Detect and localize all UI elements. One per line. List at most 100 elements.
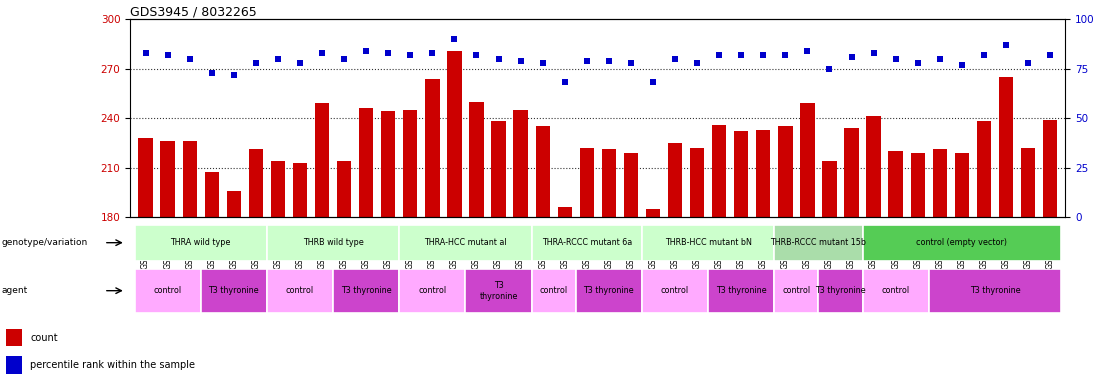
Bar — [929, 269, 1061, 313]
Bar — [863, 225, 1061, 261]
Point — [313, 50, 331, 56]
Point — [710, 52, 728, 58]
Text: percentile rank within the sample: percentile rank within the sample — [31, 360, 195, 370]
Bar — [954, 153, 968, 384]
Bar — [932, 149, 946, 384]
Point — [335, 56, 353, 62]
Point — [137, 50, 154, 56]
Bar — [580, 148, 593, 384]
Point — [666, 56, 684, 62]
Point — [843, 54, 860, 60]
Text: control: control — [286, 286, 314, 295]
Bar — [135, 225, 267, 261]
Point — [512, 58, 529, 64]
Bar — [399, 225, 532, 261]
Bar — [161, 141, 174, 384]
Bar — [532, 269, 576, 313]
Text: control: control — [661, 286, 689, 295]
Point — [754, 52, 772, 58]
Bar — [977, 121, 990, 384]
Text: T3 thyronine: T3 thyronine — [716, 286, 767, 295]
Bar — [465, 269, 532, 313]
Point — [1019, 60, 1037, 66]
Point — [203, 70, 221, 76]
Bar — [382, 111, 395, 384]
Bar — [448, 51, 461, 384]
Bar — [801, 103, 814, 384]
Point — [556, 79, 574, 86]
Bar — [248, 149, 263, 384]
Bar — [6, 329, 22, 346]
Bar — [645, 209, 660, 384]
Text: control: control — [782, 286, 811, 295]
Bar — [558, 207, 571, 384]
Bar — [204, 172, 218, 384]
Bar — [404, 110, 417, 384]
Text: T3 thyronine: T3 thyronine — [583, 286, 634, 295]
Point — [424, 50, 441, 56]
Bar — [774, 269, 818, 313]
Bar — [708, 269, 774, 313]
Point — [821, 66, 838, 72]
Text: agent: agent — [1, 286, 28, 295]
Bar — [360, 108, 373, 384]
Bar — [271, 161, 285, 384]
Bar — [998, 77, 1013, 384]
Text: THRA wild type: THRA wild type — [171, 238, 231, 247]
Point — [159, 52, 176, 58]
Point — [887, 56, 904, 62]
Bar — [576, 269, 642, 313]
Text: T3 thyronine: T3 thyronine — [208, 286, 259, 295]
Text: T3 thyronine: T3 thyronine — [341, 286, 392, 295]
Text: GDS3945 / 8032265: GDS3945 / 8032265 — [130, 5, 257, 18]
Text: control: control — [418, 286, 447, 295]
Point — [269, 56, 287, 62]
Bar — [867, 116, 880, 384]
Bar — [183, 141, 197, 384]
Bar — [624, 153, 638, 384]
Text: control: control — [881, 286, 910, 295]
Point — [1041, 52, 1059, 58]
Point — [799, 48, 816, 54]
Bar — [267, 269, 333, 313]
Point — [777, 52, 794, 58]
Point — [975, 52, 993, 58]
Text: T3 thyronine: T3 thyronine — [815, 286, 866, 295]
Point — [291, 60, 309, 66]
Bar — [6, 356, 22, 374]
Point — [401, 52, 419, 58]
Point — [600, 58, 618, 64]
Bar — [315, 103, 329, 384]
Bar — [426, 79, 439, 384]
Point — [688, 60, 706, 66]
Bar — [536, 126, 549, 384]
Point — [181, 56, 199, 62]
Bar — [822, 161, 836, 384]
Point — [225, 71, 243, 78]
Point — [622, 60, 640, 66]
Point — [997, 42, 1015, 48]
Bar — [338, 161, 351, 384]
Text: THRA-RCCC mutant 6a: THRA-RCCC mutant 6a — [542, 238, 632, 247]
Text: control: control — [539, 286, 568, 295]
Text: T3
thyronine: T3 thyronine — [480, 281, 517, 301]
Bar — [399, 269, 465, 313]
Bar — [135, 269, 201, 313]
Text: control: control — [153, 286, 182, 295]
Bar — [293, 162, 307, 384]
Point — [931, 56, 949, 62]
Bar — [757, 130, 770, 384]
Bar — [863, 269, 929, 313]
Text: THRB-RCCC mutant 15b: THRB-RCCC mutant 15b — [770, 238, 867, 247]
Point — [578, 58, 596, 64]
Point — [534, 60, 552, 66]
Bar — [139, 138, 152, 384]
Bar — [227, 190, 240, 384]
Point — [468, 52, 485, 58]
Text: count: count — [31, 333, 58, 343]
Bar — [690, 148, 704, 384]
Text: control (empty vector): control (empty vector) — [917, 238, 1007, 247]
Bar — [602, 149, 615, 384]
Bar — [267, 225, 399, 261]
Point — [446, 36, 463, 42]
